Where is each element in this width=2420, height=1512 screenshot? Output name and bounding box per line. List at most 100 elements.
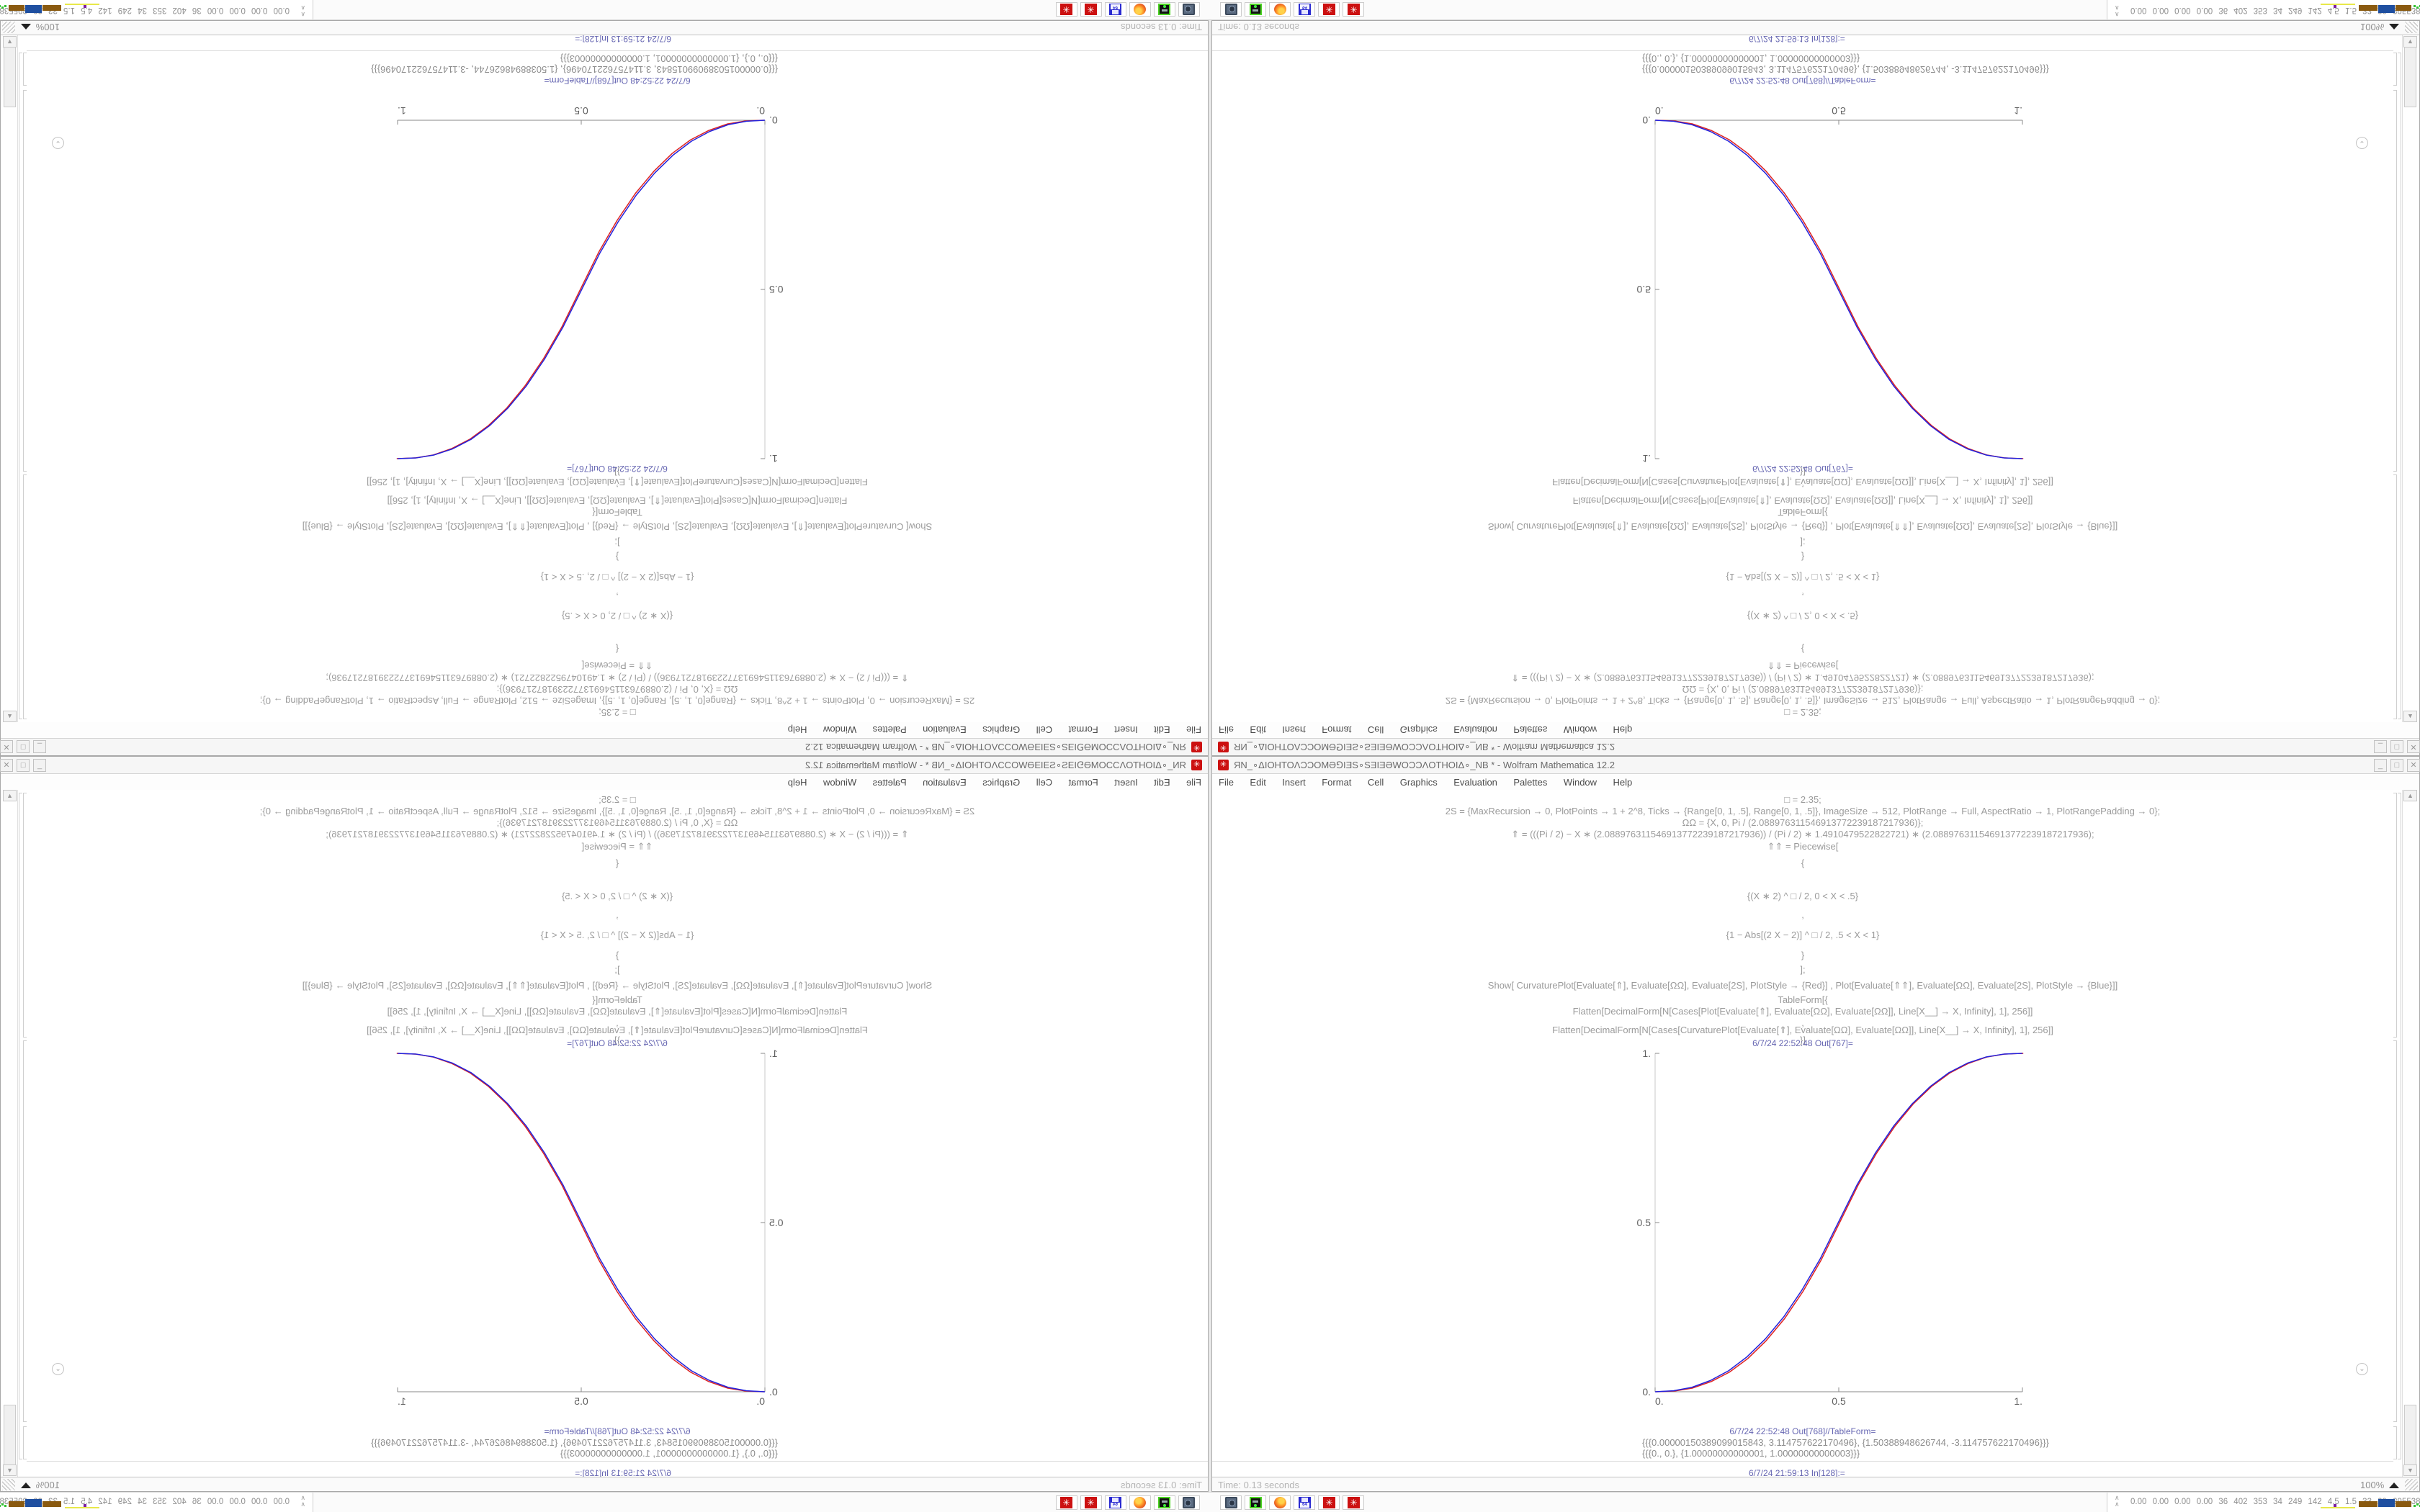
resize-grip[interactable] bbox=[2, 1479, 15, 1490]
code-line[interactable]: Flatten[DecimalForm[N[Cases[Plot[Evaluat… bbox=[1572, 1006, 2033, 1017]
minimize-button[interactable]: _ bbox=[2374, 759, 2387, 772]
taskbar-item-disk-drive[interactable] bbox=[1245, 1495, 1266, 1510]
menu-evaluation[interactable]: Evaluation bbox=[923, 724, 967, 735]
code-line[interactable]: ⇑ = (((Pi / 2) − X ∗ (2.0889763115469137… bbox=[1511, 829, 2094, 840]
taskbar-item-disk-drive[interactable] bbox=[1154, 2, 1175, 17]
maximize-button[interactable]: □ bbox=[2390, 759, 2403, 772]
code-line[interactable]: TableForm[{ bbox=[1778, 994, 1828, 1005]
taskbar-item-mathematica-2[interactable]: ✳ bbox=[1343, 2, 1364, 17]
resize-grip[interactable] bbox=[2, 22, 15, 33]
code-line[interactable]: {1 − Abs[(2 X − 2)] ^ □ / 2, .5 < X < 1} bbox=[1726, 930, 1880, 940]
taskbar-item-firefox[interactable] bbox=[1129, 2, 1151, 17]
menu-help[interactable]: Help bbox=[787, 724, 807, 735]
menu-edit[interactable]: Edit bbox=[1250, 724, 1266, 735]
taskbar-item-mathematica-2[interactable]: ✳ bbox=[1056, 2, 1077, 17]
menu-window[interactable]: Window bbox=[823, 724, 857, 735]
menu-palettes[interactable]: Palettes bbox=[1513, 724, 1548, 735]
chevron-down-icon[interactable]: ⌄ bbox=[52, 1363, 64, 1375]
window-titlebar[interactable]: ✳ ЯN_∘ΔIOHTOΛƆƆOMƏ⅁IƎS∘SƎIƎƏWOƆƆΛOTHOIΔ∘… bbox=[1212, 738, 2420, 755]
code-line[interactable]: ⇑ = (((Pi / 2) − X ∗ (2.0889763115469137… bbox=[326, 672, 909, 683]
taskbar-item-floppy[interactable]: 64 bbox=[1294, 1495, 1315, 1510]
code-line[interactable]: TableForm[{ bbox=[592, 507, 642, 518]
menu-cell[interactable]: Cell bbox=[1036, 777, 1053, 788]
taskbar-item-screen-capture[interactable] bbox=[1220, 1495, 1242, 1510]
code-line[interactable]: , bbox=[1801, 1017, 1804, 1028]
magnification-control[interactable]: 100% bbox=[35, 1480, 60, 1490]
code-line[interactable]: Flatten[DecimalForm[N[Cases[CurvaturePlo… bbox=[367, 477, 868, 487]
menu-graphics[interactable]: Graphics bbox=[1399, 777, 1438, 788]
cell-bracket-plot[interactable] bbox=[23, 90, 27, 472]
magnification-popup-icon[interactable] bbox=[21, 1482, 31, 1488]
menu-insert[interactable]: Insert bbox=[1114, 724, 1138, 735]
code-line[interactable]: Flatten[DecimalForm[N[Cases[Plot[Evaluat… bbox=[387, 495, 848, 506]
maximize-button[interactable]: □ bbox=[17, 759, 30, 772]
magnification-control[interactable]: 100% bbox=[35, 22, 60, 32]
close-icon[interactable]: ✕ bbox=[2407, 740, 2420, 753]
code-line[interactable]: } bbox=[1801, 950, 1805, 960]
scrollbar-thumb[interactable] bbox=[2404, 1405, 2416, 1474]
cell-group-bracket-outer[interactable] bbox=[2398, 793, 2401, 1459]
code-line[interactable]: □ = 2.35; bbox=[599, 794, 636, 805]
cell-group-bracket-outer[interactable] bbox=[2398, 53, 2401, 719]
cell-bracket-plot[interactable] bbox=[2393, 1040, 2397, 1422]
taskbar-item-mathematica-2[interactable]: ✳ bbox=[1056, 1495, 1077, 1510]
code-line[interactable]: ⇑ = (((Pi / 2) − X ∗ (2.0889763115469137… bbox=[326, 829, 909, 840]
taskbar-item-mathematica-1[interactable]: ✳ bbox=[1318, 2, 1340, 17]
taskbar-item-mathematica-1[interactable]: ✳ bbox=[1080, 2, 1102, 17]
menu-edit[interactable]: Edit bbox=[1154, 777, 1170, 788]
code-line[interactable]: ΩΩ = {X, 0, Pi / (2.08897631154691377223… bbox=[1682, 817, 1924, 828]
taskbar-item-floppy[interactable]: 64 bbox=[1105, 1495, 1126, 1510]
scroll-up-icon[interactable]: ▲ bbox=[3, 711, 17, 722]
close-icon[interactable]: ✕ bbox=[2407, 759, 2420, 772]
menu-file[interactable]: File bbox=[1186, 777, 1201, 788]
cell-bracket-table[interactable] bbox=[23, 53, 27, 86]
menu-palettes[interactable]: Palettes bbox=[872, 724, 907, 735]
menu-graphics[interactable]: Graphics bbox=[982, 724, 1021, 735]
maximize-button[interactable]: □ bbox=[17, 740, 30, 753]
vertical-scrollbar[interactable] bbox=[2402, 35, 2418, 722]
menu-help[interactable]: Help bbox=[787, 777, 807, 788]
code-line[interactable]: ]; bbox=[1800, 964, 1806, 975]
menu-cell[interactable]: Cell bbox=[1367, 777, 1384, 788]
menu-palettes[interactable]: Palettes bbox=[872, 777, 907, 788]
cell-bracket-table[interactable] bbox=[23, 1426, 27, 1459]
scroll-down-icon[interactable]: ▼ bbox=[3, 36, 17, 48]
menu-help[interactable]: Help bbox=[1613, 724, 1633, 735]
scrollbar-thumb[interactable] bbox=[2404, 38, 2416, 107]
code-line[interactable]: } bbox=[1801, 552, 1805, 562]
menu-evaluation[interactable]: Evaluation bbox=[1453, 724, 1497, 735]
code-line[interactable]: ⇑⇑ = Piecewise[ bbox=[1767, 841, 1839, 852]
code-line[interactable]: { bbox=[1801, 644, 1805, 654]
taskbar-item-screen-capture[interactable] bbox=[1220, 2, 1242, 17]
code-line[interactable]: {(X ∗ 2) ^ □ / 2, 0 < X < .5} bbox=[561, 891, 673, 901]
menu-edit[interactable]: Edit bbox=[1250, 777, 1266, 788]
code-line[interactable]: {1 − Abs[(2 X − 2)] ^ □ / 2, .5 < X < 1} bbox=[540, 930, 694, 940]
window-titlebar[interactable]: ✳ ЯN_∘ΔIOHTOΛƆƆOMƏ⅁IƎS∘SƎIƎƏWOƆƆΛOTHOIΔ∘… bbox=[0, 757, 1208, 774]
cell-group-bracket[interactable] bbox=[2393, 474, 2397, 719]
maximize-button[interactable]: □ bbox=[2390, 740, 2403, 753]
cell-bracket-table[interactable] bbox=[2393, 1426, 2397, 1459]
code-line[interactable]: ⇑⇑ = Piecewise[ bbox=[581, 660, 653, 671]
cell-bracket-plot[interactable] bbox=[2393, 90, 2397, 472]
scrollbar-thumb[interactable] bbox=[4, 1405, 16, 1474]
window-titlebar[interactable]: ✳ ЯN_∘ΔIOHTOΛƆƆOMƏ⅁IƎS∘SƎIƎƏWOƆƆΛOTHOIΔ∘… bbox=[1212, 757, 2420, 774]
menu-insert[interactable]: Insert bbox=[1114, 777, 1138, 788]
magnification-control[interactable]: 100% bbox=[2360, 22, 2385, 32]
code-line[interactable]: } bbox=[615, 552, 619, 562]
code-line[interactable]: ]; bbox=[1800, 537, 1806, 548]
menu-palettes[interactable]: Palettes bbox=[1513, 777, 1548, 788]
cell-insertion-bar[interactable] bbox=[27, 1461, 1208, 1462]
magnification-popup-icon[interactable] bbox=[2389, 24, 2399, 30]
cell-insertion-bar[interactable] bbox=[1212, 50, 2393, 51]
menu-help[interactable]: Help bbox=[1613, 777, 1633, 788]
code-line[interactable]: Show[ CurvaturePlot[Evaluate[⇑], Evaluat… bbox=[1487, 980, 2118, 991]
resize-grip[interactable] bbox=[2405, 22, 2418, 33]
code-line[interactable]: }] bbox=[1800, 1035, 1806, 1045]
code-line[interactable]: □ = 2.35; bbox=[599, 707, 636, 718]
cell-insertion-bar[interactable] bbox=[1212, 1461, 2393, 1462]
taskbar-item-firefox[interactable] bbox=[1269, 2, 1291, 17]
code-line[interactable]: { bbox=[615, 858, 619, 868]
close-icon[interactable]: ✕ bbox=[0, 759, 13, 772]
menu-format[interactable]: Format bbox=[1068, 724, 1098, 735]
menu-format[interactable]: Format bbox=[1068, 777, 1098, 788]
